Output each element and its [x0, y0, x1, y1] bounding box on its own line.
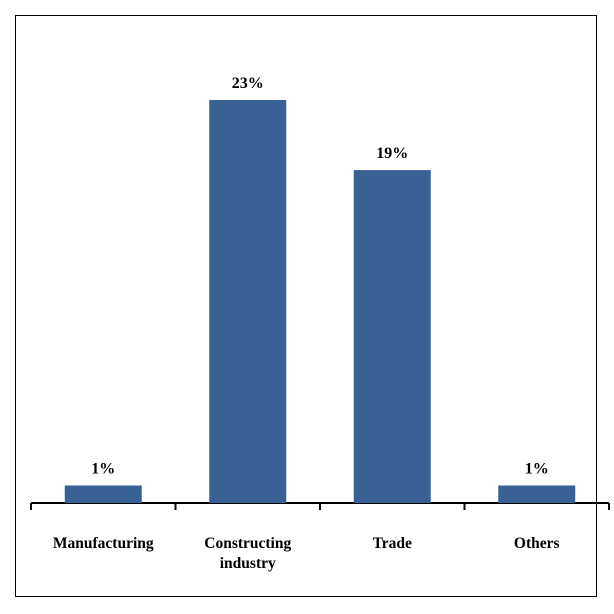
- bar: [498, 485, 576, 503]
- data-label: 23%: [232, 75, 264, 92]
- category-label: Trade: [373, 535, 412, 552]
- bar: [64, 485, 142, 503]
- category-label: Others: [514, 535, 560, 552]
- category-label: Manufacturing: [53, 535, 154, 552]
- data-label: 19%: [376, 145, 408, 162]
- data-label: 1%: [525, 460, 549, 477]
- category-label: industry: [220, 555, 276, 572]
- bar: [209, 100, 287, 503]
- bar: [353, 170, 431, 503]
- data-label: 1%: [91, 460, 115, 477]
- category-label: Constructing: [204, 535, 291, 552]
